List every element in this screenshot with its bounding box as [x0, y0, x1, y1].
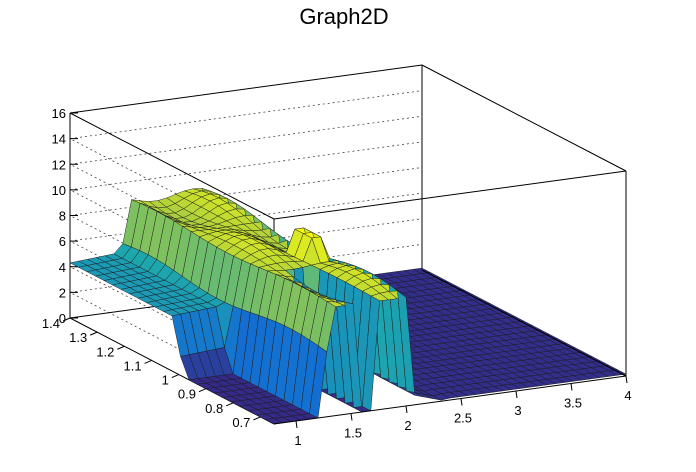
y-axis: 0.7 0.8 0.9 1 1.1 1.2 1.3 1.4 [42, 316, 261, 430]
y-tick-mark [144, 359, 152, 364]
y-tick-mark [198, 388, 207, 393]
box-frame [273, 269, 627, 425]
frame-edge [69, 64, 423, 114]
y-tick-mark [90, 331, 98, 336]
z-tick-label: 12 [52, 157, 66, 172]
y-tick-label: 1.2 [96, 344, 114, 359]
x-tick-mark [295, 420, 298, 429]
frame-edge [273, 375, 627, 425]
x-tick-label: 1.5 [344, 426, 362, 441]
frame-edge [273, 170, 627, 220]
z-tick-label: 6 [59, 234, 66, 249]
x-tick-mark [460, 398, 463, 406]
x-tick-label: 2.5 [454, 411, 472, 426]
z-axis: 0 2 4 6 8 10 12 14 16 [52, 106, 78, 326]
chart-title: Graph2D [299, 4, 388, 29]
z-tick-label: 16 [52, 106, 66, 121]
y-tick-label: 0.8 [205, 401, 223, 416]
x-tick-mark [350, 413, 353, 421]
y-tick-label: 1.1 [124, 358, 142, 373]
x-tick-mark [625, 375, 628, 384]
x-tick-label: 3.5 [564, 396, 582, 411]
x-tick-label: 2 [404, 418, 411, 433]
x-tick-mark [570, 383, 573, 391]
z-tick-label: 14 [52, 132, 66, 147]
x-tick-mark [405, 405, 408, 414]
x-tick-mark [515, 390, 518, 399]
y-tick-mark [226, 402, 234, 407]
x-tick-label: 4 [624, 388, 631, 403]
z-tick-label: 10 [52, 183, 66, 198]
z-tick-label: 2 [59, 285, 66, 300]
y-tick-label: 1 [162, 373, 169, 388]
frame-edge [421, 64, 627, 172]
y-tick-mark [117, 345, 125, 350]
frame-edge [421, 269, 627, 377]
z-tick-label: 4 [59, 260, 66, 275]
y-tick-mark [171, 374, 179, 378]
y-tick-label: 0.9 [178, 387, 196, 402]
z-tick-label: 0 [59, 311, 66, 326]
y-tick-label: 1.3 [69, 330, 87, 345]
z-tick-label: 8 [59, 209, 66, 224]
y-tick-label: 1.4 [42, 316, 60, 331]
x-axis: 1 1.5 2 2.5 3 3.5 4 [294, 375, 632, 448]
x-tick-label: 3 [514, 403, 521, 418]
y-tick-label: 0.7 [232, 415, 250, 430]
surface-mesh [69, 188, 627, 425]
x-tick-label: 1 [294, 433, 301, 448]
y-tick-mark [253, 416, 261, 421]
y-tick-mark [62, 317, 71, 322]
frame-edge [69, 112, 275, 220]
